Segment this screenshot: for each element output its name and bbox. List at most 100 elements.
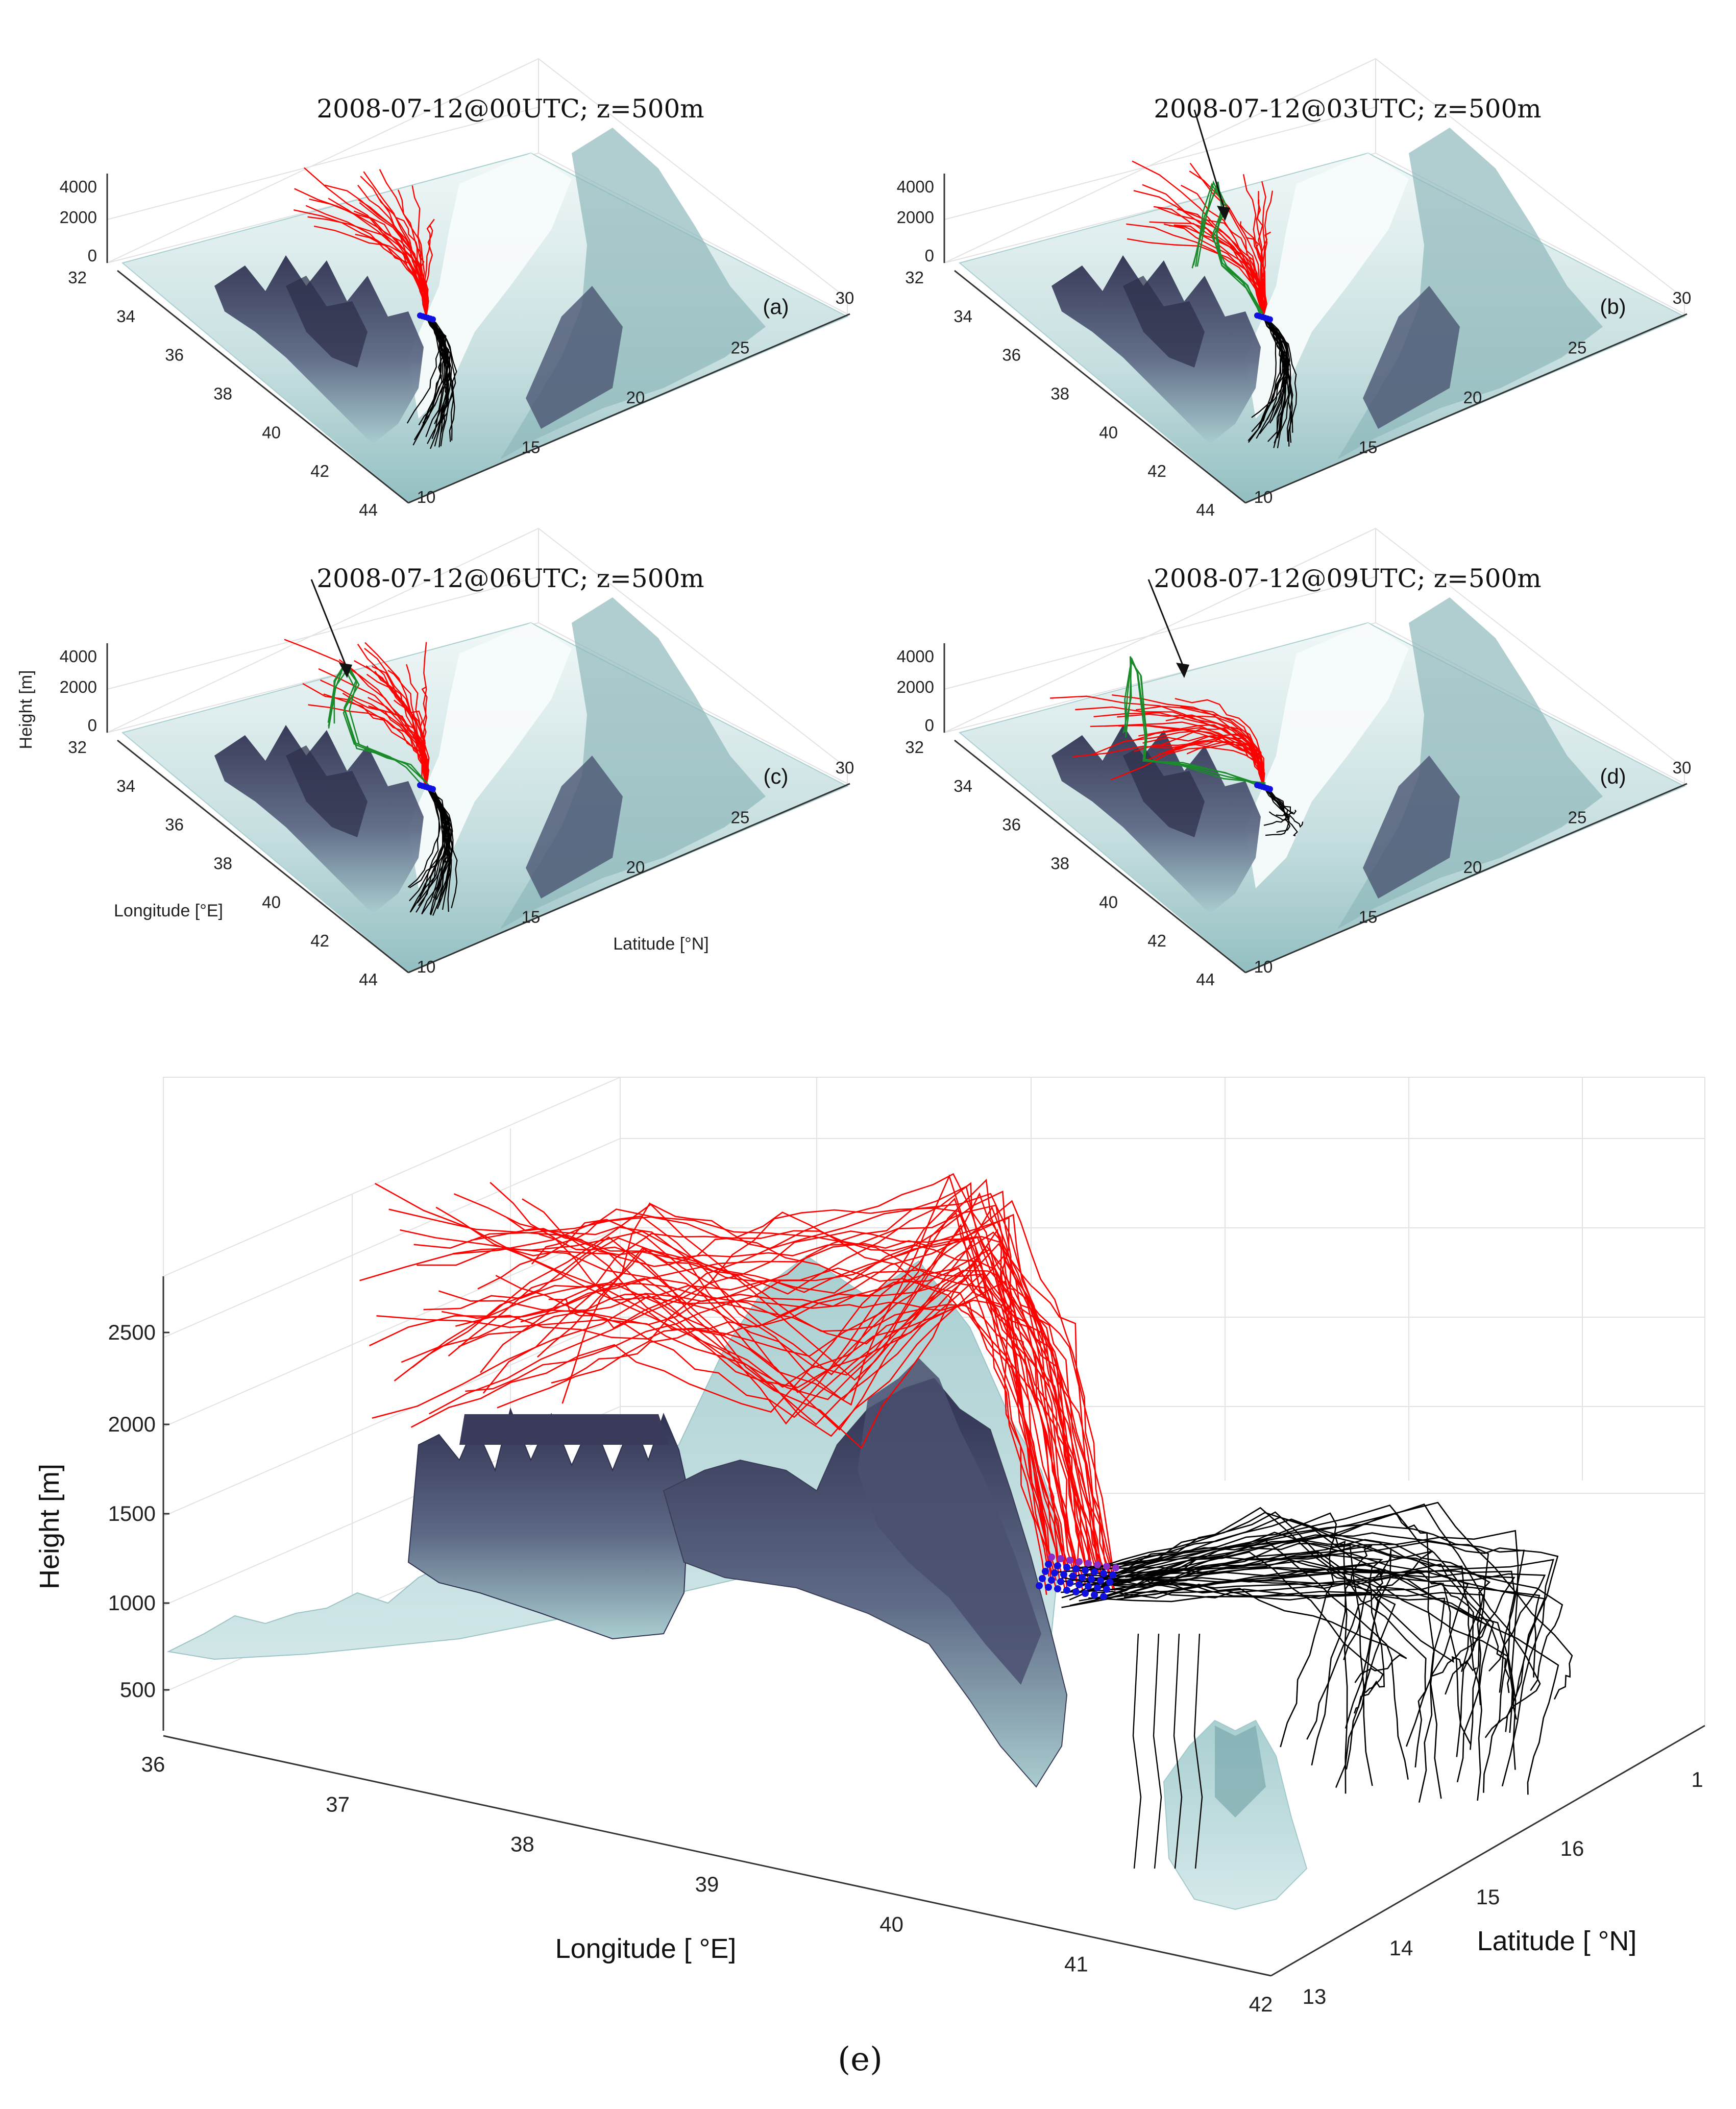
start-point [1063, 1564, 1070, 1571]
panel-a: 4000 2000 032 34 36 38 40 42 44 10 15 20 25 30 2008-07… [60, 58, 854, 519]
start-point [1042, 1568, 1049, 1575]
backward-trajectory [368, 705, 427, 787]
forward-trajectory [1086, 1573, 1546, 1672]
terrain-surface [944, 58, 1686, 504]
forward-trajectory [1069, 1540, 1409, 1780]
forward-trajectory [1193, 1633, 1203, 1869]
start-point [1106, 1579, 1113, 1586]
latitude-tick-label: 20 [626, 858, 645, 877]
backward-trajectory [453, 1193, 1058, 1592]
forward-trajectories [406, 316, 457, 449]
backward-trajectory [435, 1206, 1112, 1567]
longitude-tick-label: 34 [116, 307, 135, 326]
longitude-tick-label: 42 [310, 931, 329, 950]
height-tick-label: 500 [120, 1678, 156, 1702]
backward-trajectory [355, 233, 427, 317]
height-tick-label: 2000 [60, 677, 97, 696]
forward-trajectory [1259, 316, 1289, 434]
backward-trajectory [520, 1174, 1052, 1584]
height-tick-label: 0 [88, 246, 97, 265]
latitude-tick-label: 25 [731, 808, 750, 827]
longitude-tick-label: 38 [213, 854, 232, 873]
backward-trajectory [308, 704, 428, 787]
backward-trajectory [302, 683, 427, 787]
panel-axes: 4000 2000 032 34 36 38 40 42 44 10 15 20 25 30 [897, 643, 1691, 989]
height-tick-label: 2000 [897, 677, 934, 696]
longitude-tick-label: 41 [1064, 1952, 1088, 1976]
latitude-tick-label: 10 [1254, 957, 1273, 976]
forward-trajectory [1061, 1569, 1386, 1770]
forward-trajectory [406, 316, 439, 424]
backward-trajectory [1157, 207, 1264, 317]
small-panels: 4000200003234363840424410152025302008-07… [16, 58, 1691, 989]
figure-caption: (e) [838, 2041, 883, 2078]
start-point [1066, 1557, 1073, 1564]
backward-trajectory [448, 1191, 1067, 1593]
longitude-tick-label: 36 [1002, 346, 1021, 365]
forward-trajectory [409, 786, 441, 913]
longitude-tick-label: 38 [213, 384, 232, 403]
longitude-tick-label: 38 [1050, 854, 1069, 873]
small-latitude-label: Latitude [°N] [613, 934, 708, 954]
latitude-tick-label: 20 [626, 388, 645, 407]
start-point [1267, 316, 1273, 323]
longitude-tick-label: 34 [953, 777, 972, 795]
forward-trajectory [1075, 1535, 1348, 1794]
start-point [1103, 1586, 1110, 1593]
height-tick-label: 4000 [897, 177, 934, 196]
latitude-tick-label: 20 [1463, 388, 1482, 407]
forward-trajectory [1095, 1590, 1484, 1801]
backward-trajectory [423, 1267, 1098, 1595]
small-height-label: Height [m] [16, 670, 36, 749]
forward-trajectory [1106, 1503, 1541, 1738]
backward-trajectory [495, 1263, 1079, 1586]
forward-trajectory [1123, 1568, 1518, 1720]
longitude-tick-label: 44 [359, 970, 378, 989]
height-tick-label: 1000 [108, 1591, 156, 1615]
forward-trajectory [1173, 1633, 1183, 1869]
latitude-tick-label: 30 [836, 758, 854, 777]
forward-trajectory [1103, 1530, 1519, 1770]
highlighted-trajectory [328, 665, 428, 784]
panel-d: 4000 2000 032 34 36 38 40 42 44 10 15 20 25 30 2008-07… [897, 527, 1691, 989]
longitude-tick-label: 36 [165, 815, 184, 834]
height-tick-label: 4000 [60, 177, 97, 196]
backward-trajectory [309, 198, 429, 317]
forward-trajectory [1132, 1633, 1142, 1869]
forward-trajectory [1263, 316, 1290, 421]
panel-axes: 4000 2000 032 34 36 38 40 42 44 10 15 20 25 30 [897, 174, 1691, 519]
forward-trajectory [1094, 1511, 1427, 1768]
backward-trajectory [438, 1185, 1068, 1589]
panel-e-backward-trajectories [359, 1173, 1116, 1595]
forward-trajectory [1061, 1539, 1563, 1691]
start-point [430, 786, 436, 792]
backward-trajectory [1111, 743, 1264, 787]
latitude-tick-label: 16 [1560, 1836, 1584, 1860]
forward-trajectory [1116, 1550, 1433, 1740]
forward-trajectory [1069, 1516, 1469, 1747]
start-point [1091, 1591, 1098, 1598]
backward-trajectory [425, 224, 433, 317]
forward-trajectory [426, 786, 449, 915]
forward-trajectory [1263, 316, 1286, 438]
forward-trajectory [1121, 1543, 1373, 1786]
backward-trajectory [359, 1215, 1051, 1573]
backward-trajectory [1239, 221, 1264, 317]
forward-trajectory [426, 786, 453, 910]
start-point [1039, 1575, 1046, 1582]
start-point [1079, 1574, 1086, 1581]
longitude-tick-label: 34 [116, 777, 135, 795]
panel-e: 2500 2000 1500 1000 500 36 37 38 39 40 41 42 13 14 15 1… [34, 1077, 1705, 2016]
start-point [1048, 1554, 1055, 1561]
panel-axes: 4000 2000 032 34 36 38 40 42 44 10 15 20 25 30 [60, 643, 854, 989]
panel-axes: 4000 2000 032 34 36 38 40 42 44 10 15 20 25 30 [60, 174, 854, 519]
longitude-tick-label: 44 [359, 500, 378, 519]
start-point [1048, 1577, 1055, 1584]
forward-trajectory [426, 316, 451, 424]
forward-trajectory [426, 316, 457, 428]
start-points [417, 312, 436, 323]
longitude-tick-label: 44 [1196, 970, 1215, 989]
forward-trajectory [1079, 1507, 1477, 1671]
highlighted-trajectory [328, 665, 424, 787]
backward-trajectory [551, 1248, 1106, 1594]
